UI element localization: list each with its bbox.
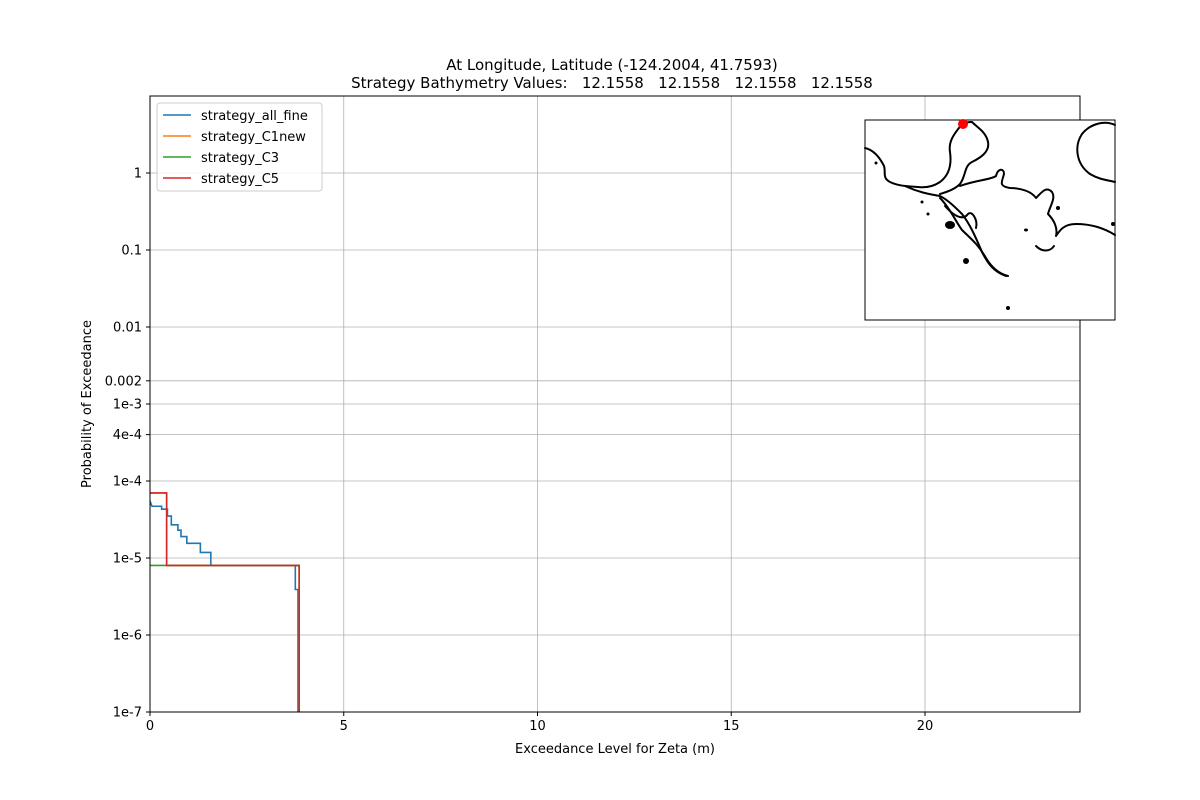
y-tick-label: 1 [134, 167, 142, 182]
chart-subtitle: Strategy Bathymetry Values: 12.1558 12.1… [351, 74, 873, 92]
y-tick-label: 0.01 [113, 321, 142, 336]
legend-box [156, 102, 323, 192]
x-tick-label: 10 [529, 719, 546, 734]
x-tick-label: 20 [917, 719, 934, 734]
legend-entry-label: strategy_C3 [201, 151, 279, 166]
x-tick-label: 0 [146, 719, 154, 734]
legend: strategy_all_fine strategy_C1new strategy_… [156, 102, 323, 192]
y-tick-label: 1e-7 [113, 706, 142, 721]
inset-map-frame [864, 119, 1116, 321]
legend-entry-label: strategy_all_fine [201, 109, 308, 124]
x-axis-ticks: 0 5 10 15 20 [146, 712, 933, 734]
chart-title: At Longitude, Latitude (-124.2004, 41.75… [446, 56, 778, 74]
y-axis-label: Probability of Exceedance [80, 320, 95, 488]
series-line-strategy-c5 [150, 492, 300, 712]
location-marker-dot [958, 119, 968, 129]
legend-entry-label: strategy_C5 [201, 172, 279, 187]
y-tick-label: 1e-6 [113, 629, 142, 644]
y-tick-label: 1e-5 [113, 552, 142, 567]
x-tick-label: 5 [340, 719, 348, 734]
y-tick-label: 4e-4 [113, 428, 142, 443]
islands [874, 161, 1115, 310]
x-tick-label: 15 [723, 719, 740, 734]
legend-entry-label: strategy_C1new [201, 130, 306, 145]
y-tick-label: 0.002 [105, 374, 142, 389]
y-axis-ticks: 1e-7 1e-6 1e-5 1e-4 4e-4 1e-3 0.002 0.01 0.1 1 [105, 167, 150, 721]
y-tick-label: 1e-4 [113, 475, 142, 490]
series-lines [149, 492, 300, 712]
x-axis-label: Exceedance Level for Zeta (m) [515, 742, 715, 757]
inset-map [864, 119, 1116, 321]
y-tick-label: 0.1 [121, 244, 142, 259]
y-tick-label: 1e-3 [113, 398, 142, 413]
